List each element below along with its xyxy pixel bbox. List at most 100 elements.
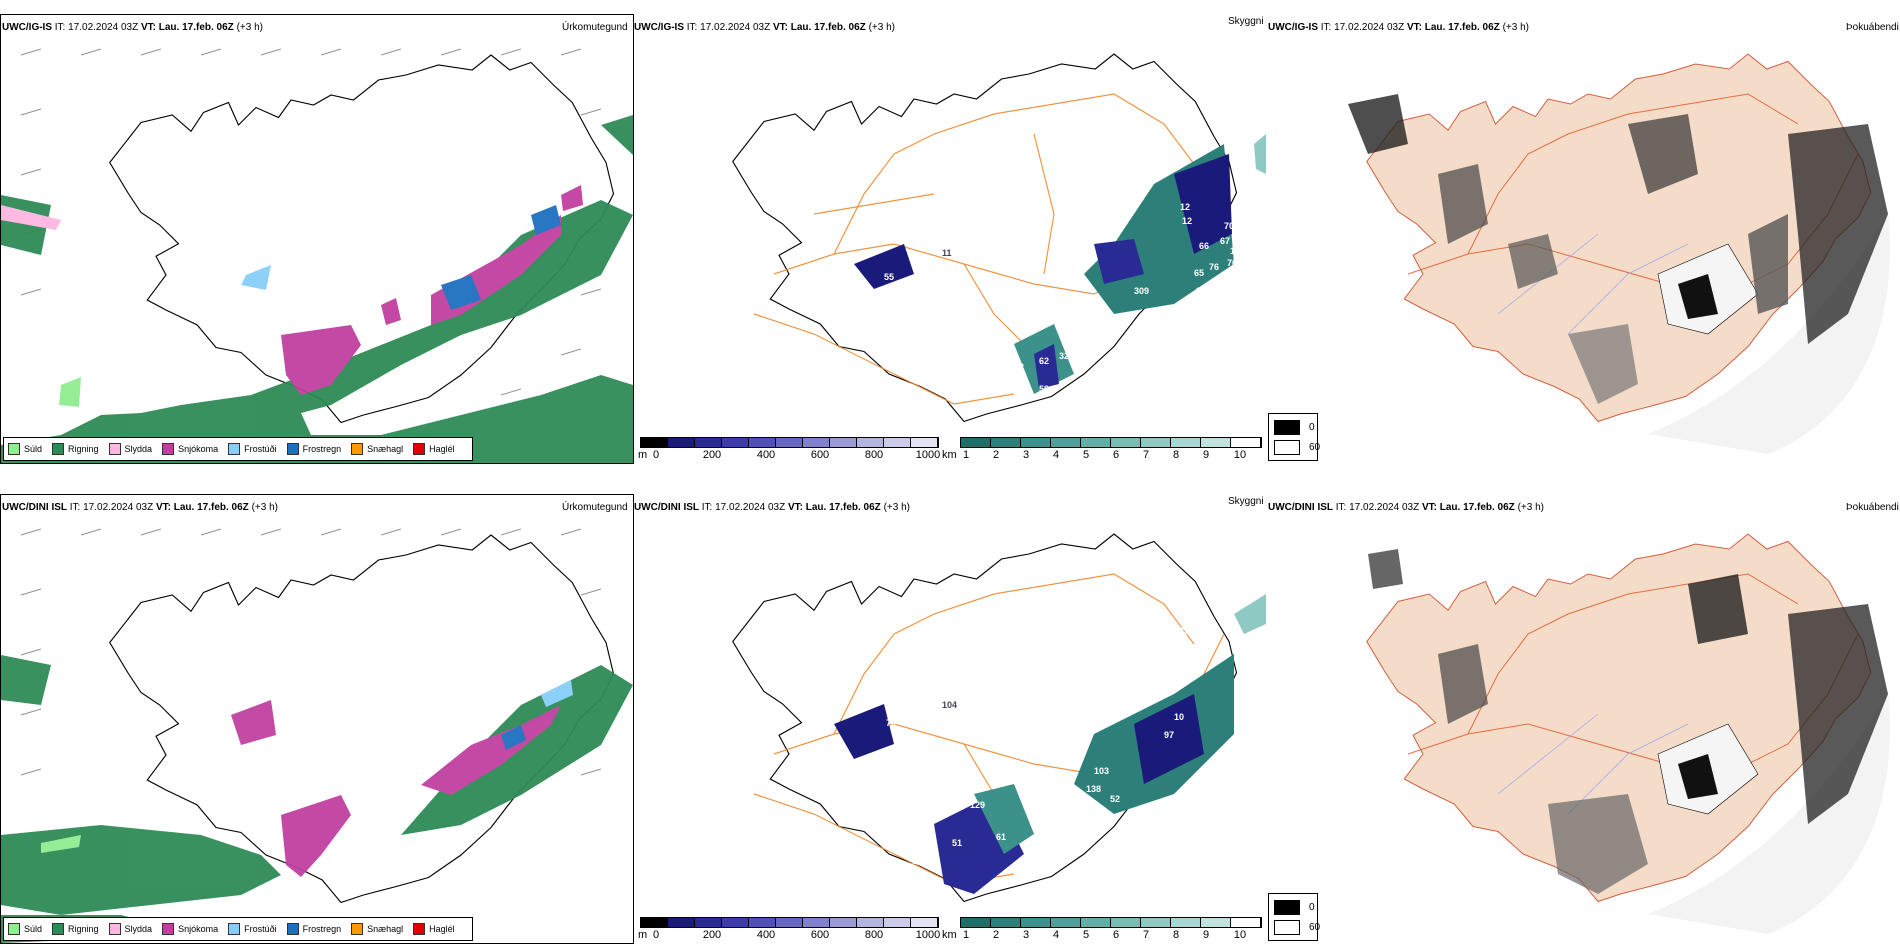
precip-legend-1: Súld Rigning Slydda Snjókoma Frostúði Fr… [3, 437, 473, 461]
swatch [108, 923, 121, 935]
swatch [1274, 440, 1300, 455]
cloudbase-cells [640, 917, 939, 928]
legend-item: Frostregn [286, 923, 341, 935]
legend-label: Frostúði [244, 444, 277, 454]
it-value: 17.02.2024 03Z [1334, 22, 1405, 33]
fog-panel-1 [1268, 14, 1900, 470]
value-label: 52 [1110, 794, 1120, 804]
tick-label: 6 [1112, 929, 1120, 941]
swatch [1274, 920, 1300, 935]
value-label: 65 [1194, 268, 1204, 278]
value-label: 12 [844, 662, 854, 672]
legend-item: Snjókoma [162, 443, 218, 455]
tick-label: 2 [992, 449, 1000, 461]
model-name: UWC/DINI ISL [2, 502, 67, 513]
fog-legend-row: 60 [1274, 440, 1320, 455]
precip-legend-2: Súld Rigning Slydda Snjókoma Frostúði Fr… [3, 917, 473, 941]
legend-item: Haglél [413, 923, 455, 935]
vt-value: Lau. 17.feb. 06Z [790, 22, 866, 33]
value-label: 67 [1220, 236, 1230, 246]
visibility-colorbar-2: km 1 2 3 4 5 6 7 8 9 10 [942, 917, 1262, 951]
value-label: 129 [970, 800, 985, 810]
fog-map-1 [1348, 53, 1890, 454]
legend-label: Súld [24, 444, 43, 454]
legend-item: Frostregn [286, 443, 342, 455]
precip-panel-1: Súld Rigning Slydda Snjókoma Frostúði Fr… [0, 14, 634, 464]
legend-label: 0 [1309, 902, 1315, 913]
model-name: UWC/IG-IS [634, 22, 684, 33]
legend-item: Rigning [52, 443, 99, 455]
legend-label: Haglél [429, 924, 455, 934]
tick-label: 10 [1233, 929, 1247, 941]
cloud-panel-2: 16 16 12 23 70 104 129 51 61 89 47 179 1… [634, 494, 1266, 930]
value-label: 23 [898, 682, 908, 692]
tick-label: 4 [1052, 929, 1060, 941]
legend-label: Slydda [124, 444, 153, 454]
value-label: 62 [1039, 356, 1049, 366]
fog-map-2 [1366, 533, 1890, 934]
lead-time: (+3 h) [1517, 502, 1544, 513]
value-label: 17 [1162, 338, 1172, 348]
fog-title-2: Þokuábendi [1846, 502, 1899, 513]
tick-label: 1 [962, 449, 970, 461]
header-cloud-1: UWC/IG-IS IT: 17.02.2024 03Z VT: Lau. 17… [634, 22, 895, 34]
legend-item: Haglél [413, 443, 455, 455]
tick-label: 7 [1142, 449, 1150, 461]
swatch [1274, 900, 1300, 915]
it-label: IT: [54, 22, 66, 33]
legend-item: Slydda [108, 443, 153, 455]
swatch [351, 923, 364, 935]
header-precip-1: UWC/IG-IS IT: 17.02.2024 03Z VT: Lau. 17… [2, 22, 263, 34]
value-label: 89 [912, 856, 922, 866]
visibility-ticks: 1 2 3 4 5 6 7 8 9 10 [960, 929, 1260, 943]
model-name: UWC/IG-IS [2, 22, 52, 33]
fog-title-1: Þokuábendi [1846, 22, 1899, 33]
cloudbase-ticks: 0 200 400 600 800 1000 [640, 929, 940, 943]
model-name: UWC/DINI ISL [634, 502, 699, 513]
value-label: 103 [1094, 766, 1109, 776]
value-label: 138 [1086, 784, 1101, 794]
it-value: 17.02.2024 03Z [1349, 502, 1420, 513]
cloudbase-colorbar-2: m 0 200 400 600 800 1000 [638, 917, 940, 951]
legend-label: Rigning [68, 444, 99, 454]
tick-label: 9 [1202, 449, 1210, 461]
tick-label: 0 [652, 929, 660, 941]
value-label: 89 [1179, 626, 1189, 636]
legend-label: Snæhagl [367, 444, 404, 454]
legend-label: Snjókoma [178, 444, 219, 454]
swatch [162, 923, 175, 935]
legend-item: Frostúði [228, 443, 277, 455]
model-name: UWC/IG-IS [1268, 22, 1318, 33]
it-label: IT: [1335, 502, 1347, 513]
vt-value: Lau. 17.feb. 06Z [173, 502, 249, 513]
legend-label: Slydda [124, 924, 153, 934]
fog-legend-2: 0 60 [1268, 893, 1320, 941]
tick-label: 5 [1082, 929, 1090, 941]
cloudbase-unit: m [638, 449, 648, 461]
visibility-unit: km [942, 449, 957, 461]
value-label: 73 [1144, 672, 1154, 682]
vt-label: VT: [1421, 502, 1437, 513]
tick-label: 200 [702, 929, 722, 941]
lead-time: (+3 h) [883, 502, 910, 513]
legend-item: Súld [8, 443, 42, 455]
vt-label: VT: [140, 22, 156, 33]
fog-legend-row: 0 [1274, 420, 1315, 435]
visibility-colorbar-1: km 1 2 3 4 5 6 7 8 9 10 [942, 437, 1262, 471]
legend-item: Frostúði [228, 923, 277, 935]
precip-title-2: Úrkomutegund [562, 502, 628, 513]
value-label: 59 [1039, 384, 1049, 394]
fog-legend-row: 60 [1274, 920, 1320, 935]
it-label: IT: [701, 502, 713, 513]
legend-label: Frostregn [302, 444, 342, 454]
tick-label: 8 [1172, 449, 1180, 461]
value-label: 66 [1199, 241, 1209, 251]
fog-panel-2 [1268, 494, 1900, 950]
value-label: 96 [1196, 286, 1206, 296]
legend-item: Slydda [108, 923, 153, 935]
it-value: 17.02.2024 03Z [68, 22, 139, 33]
tick-label: 4 [1052, 449, 1060, 461]
swatch [286, 923, 299, 935]
lead-time: (+3 h) [868, 22, 895, 33]
it-value: 17.02.2024 03Z [700, 22, 771, 33]
